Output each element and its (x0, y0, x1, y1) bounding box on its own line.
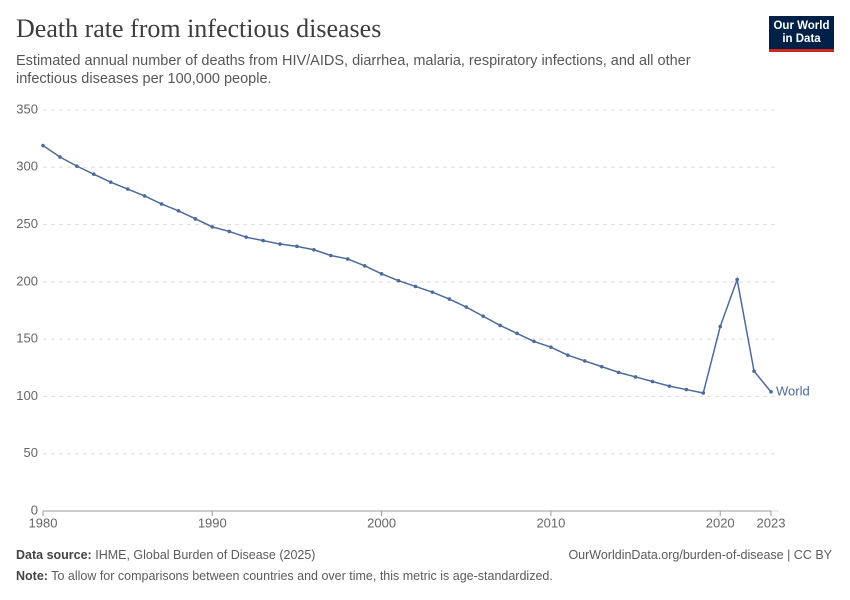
point (345, 257, 350, 261)
y-tick-label: 200 (16, 273, 38, 288)
url[interactable]: OurWorldinData.org/burden-of-disease | C… (568, 548, 832, 562)
point (278, 242, 282, 246)
x-tick-label: 2010 (536, 515, 565, 530)
point (210, 225, 215, 229)
point (41, 143, 45, 148)
point (362, 264, 367, 268)
point (379, 272, 384, 276)
point (295, 244, 299, 249)
point (599, 364, 604, 369)
chart-title: Death rate from infectious diseases (16, 14, 382, 43)
point (515, 331, 519, 336)
point (532, 339, 536, 344)
point (684, 387, 689, 392)
y-tick-label: 150 (16, 331, 38, 346)
point (244, 235, 248, 239)
logo-line: in Data (782, 33, 821, 45)
point (464, 305, 469, 309)
x-tick-label: 1980 (29, 515, 58, 530)
y-tick-label: 300 (16, 159, 38, 174)
source: Data source: IHME, Global Burden of Dise… (16, 548, 315, 562)
point (261, 238, 265, 243)
point (498, 323, 502, 328)
point (582, 359, 587, 363)
point (329, 253, 333, 258)
point (752, 369, 756, 374)
y-tick-label: 50 (24, 445, 38, 460)
point (58, 155, 62, 159)
x-tick-label: 2000 (367, 515, 396, 530)
point (718, 324, 723, 329)
point (430, 290, 435, 294)
logo-line: Our World (773, 20, 830, 32)
point (447, 297, 452, 301)
y-tick-label: 0 (31, 502, 38, 517)
note-label: Note: (16, 569, 48, 583)
point (633, 375, 638, 379)
chart-subtitle: Estimated annual number of deaths from H… (16, 53, 691, 87)
logo[interactable]: Our World in Data (769, 16, 834, 52)
x-tick-label: 2020 (706, 515, 735, 530)
source-label: Data source: (16, 548, 92, 562)
point (75, 164, 79, 168)
point (108, 180, 113, 184)
point (481, 314, 485, 319)
source-text: IHME, Global Burden of Disease (2025) (95, 548, 316, 562)
point (549, 345, 553, 349)
point (616, 370, 621, 375)
x-tick-label: 2023 (757, 515, 786, 530)
point (91, 172, 96, 176)
point (193, 217, 198, 221)
point (159, 202, 164, 206)
x-tick-label: 1990 (198, 515, 227, 530)
note-text: To allow for comparisons between countri… (51, 569, 553, 583)
point (142, 194, 147, 198)
point (413, 284, 418, 289)
point (312, 247, 316, 252)
point (227, 229, 232, 234)
point (396, 278, 401, 283)
point (176, 209, 181, 213)
y-tick-label: 100 (16, 388, 38, 403)
series-label: World (776, 383, 810, 398)
point (769, 390, 773, 394)
point (735, 277, 739, 282)
point (650, 379, 655, 384)
point (667, 384, 672, 388)
y-tick-label: 350 (16, 101, 38, 116)
line (42, 144, 772, 394)
point (701, 391, 706, 395)
y-tick-label: 250 (16, 216, 38, 231)
point (566, 353, 570, 357)
note: Note: To allow for comparisons between c… (16, 569, 553, 583)
point (125, 187, 130, 191)
